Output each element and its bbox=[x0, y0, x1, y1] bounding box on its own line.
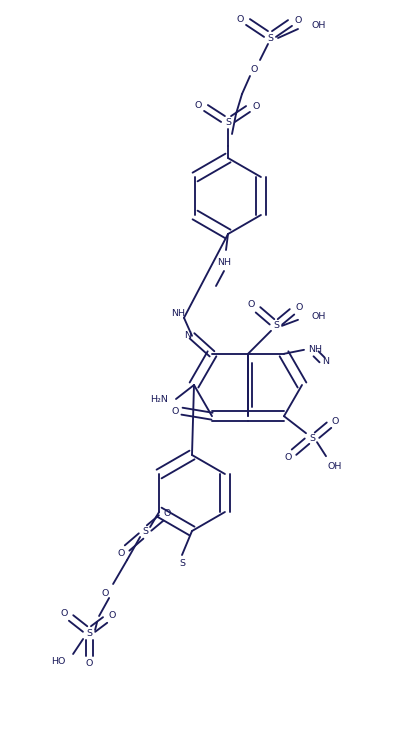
Text: S: S bbox=[86, 630, 92, 639]
Text: S: S bbox=[309, 434, 315, 443]
Text: OH: OH bbox=[328, 462, 342, 470]
Text: O: O bbox=[247, 301, 255, 310]
Text: S: S bbox=[225, 117, 231, 126]
Text: O: O bbox=[331, 417, 339, 426]
Text: N: N bbox=[323, 358, 329, 367]
Text: S: S bbox=[179, 559, 185, 568]
Text: O: O bbox=[236, 14, 244, 23]
Text: OH: OH bbox=[311, 313, 325, 322]
Text: O: O bbox=[61, 609, 68, 618]
Text: NH: NH bbox=[171, 310, 185, 319]
Text: O: O bbox=[85, 658, 93, 667]
Text: O: O bbox=[101, 589, 109, 598]
Text: O: O bbox=[284, 453, 292, 462]
Text: O: O bbox=[171, 407, 179, 416]
Text: O: O bbox=[163, 509, 171, 518]
Text: OH: OH bbox=[312, 20, 326, 29]
Text: O: O bbox=[294, 16, 302, 25]
Text: NH: NH bbox=[308, 346, 322, 355]
Text: S: S bbox=[273, 322, 279, 331]
Text: H₂N: H₂N bbox=[150, 394, 168, 403]
Text: S: S bbox=[267, 34, 273, 43]
Text: O: O bbox=[295, 304, 303, 313]
Text: N: N bbox=[184, 331, 191, 340]
Text: O: O bbox=[250, 64, 258, 73]
Text: O: O bbox=[194, 100, 202, 109]
Text: HO: HO bbox=[51, 657, 65, 666]
Text: O: O bbox=[108, 612, 116, 621]
Text: S: S bbox=[142, 527, 148, 536]
Text: O: O bbox=[252, 102, 260, 111]
Text: O: O bbox=[118, 550, 125, 559]
Text: NH: NH bbox=[217, 257, 231, 266]
